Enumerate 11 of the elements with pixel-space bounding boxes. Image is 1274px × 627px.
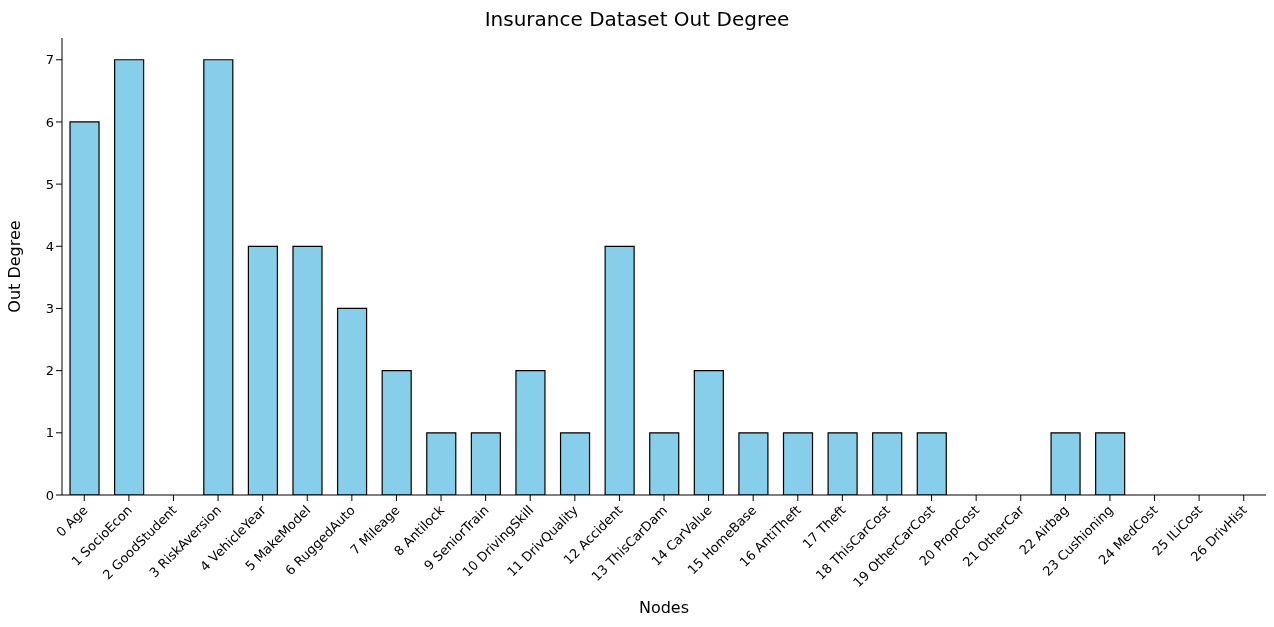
y-tick-label: 4: [45, 238, 54, 254]
y-axis-title: Out Degree: [4, 220, 24, 313]
chart-title: Insurance Dataset Out Degree: [483, 7, 791, 31]
y-tick-label: 2: [45, 363, 54, 379]
y-tick-label: 1: [45, 425, 54, 441]
y-tick-label: 7: [45, 52, 54, 68]
y-tick-label: 5: [45, 176, 54, 192]
y-tick-label: 6: [45, 114, 54, 130]
y-tick-label: 0: [45, 487, 54, 503]
x-axis-title: Nodes: [638, 598, 690, 617]
y-tick-label: 3: [45, 301, 54, 317]
